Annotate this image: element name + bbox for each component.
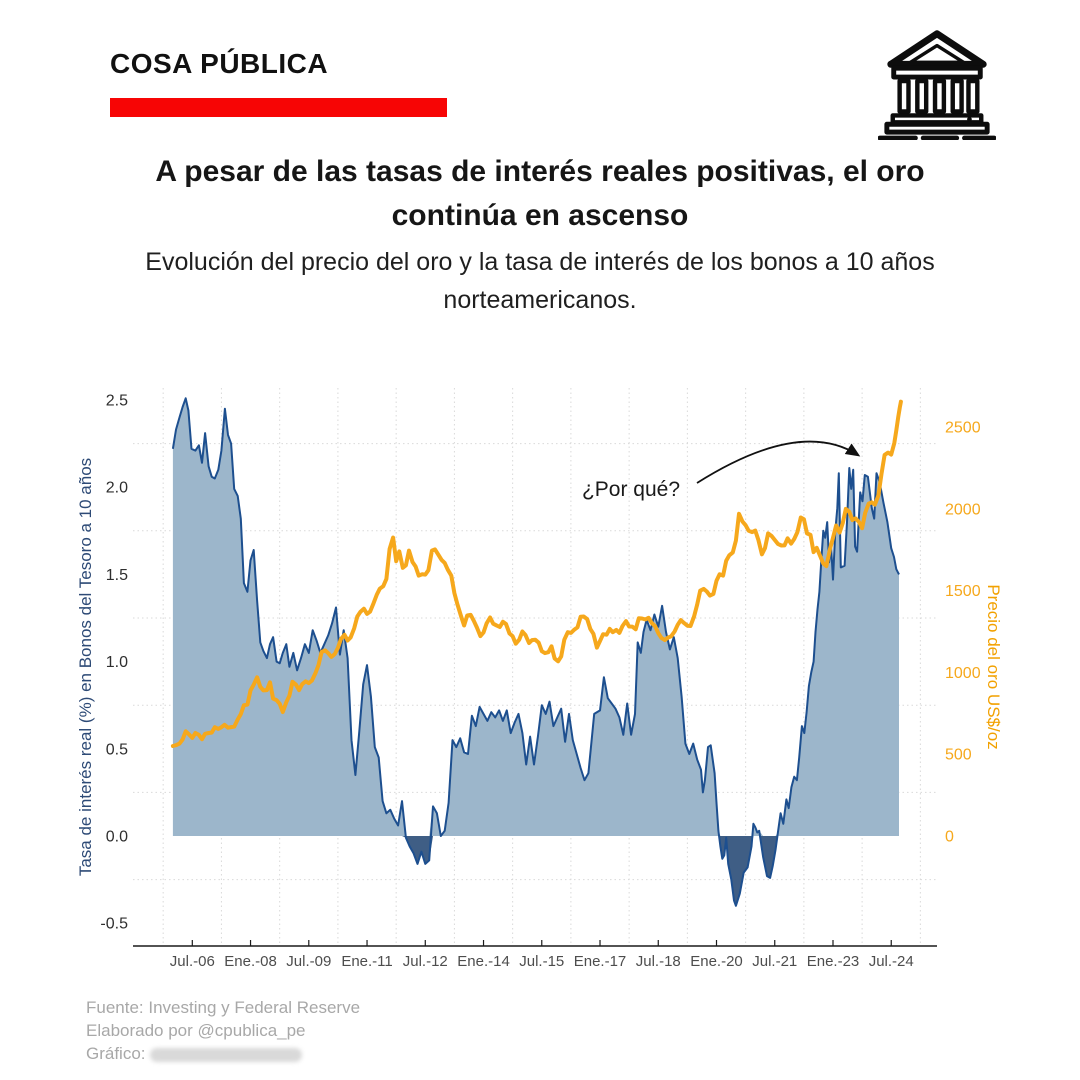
left-axis-tick-label: 0.5 <box>106 741 128 758</box>
real-rate-area-negative <box>172 836 899 906</box>
right-axis-title: Precio del oro US$/oz <box>984 584 1003 749</box>
left-axis-tick-label: 2.5 <box>106 393 128 410</box>
page-subtitle-line2: norteamericanos. <box>443 286 637 314</box>
header: COSA PÚBLICA <box>110 48 447 117</box>
page-subtitle-line1: Evolución del precio del oro y la tasa d… <box>145 248 935 276</box>
bank-building-icon <box>878 30 996 140</box>
rate-area-series <box>172 398 899 906</box>
right-axis-tick-label: 2500 <box>945 420 981 437</box>
x-tick-label: Ene.-08 <box>224 953 277 970</box>
gold-price-line <box>170 399 903 748</box>
line-series <box>170 397 903 907</box>
brand-name: COSA PÚBLICA <box>110 48 329 79</box>
left-axis-tick-label: 1.0 <box>106 654 128 671</box>
footer-credit-label: Gráfico: <box>86 1044 146 1063</box>
x-tick-label: Jul.-12 <box>403 953 448 970</box>
x-tick-label: Jul.-18 <box>636 953 681 970</box>
right-axis-tick-label: 1000 <box>945 665 981 682</box>
x-tick-label: Ene.-14 <box>457 953 510 970</box>
real-rate-area-positive <box>172 398 899 836</box>
annotation-arrow <box>696 440 861 484</box>
left-axis-tick-label: 0.0 <box>106 829 128 846</box>
left-axis-tick-label: 1.5 <box>106 567 128 584</box>
brand-accent-bar <box>110 98 447 117</box>
x-tick-label: Jul.-21 <box>752 953 797 970</box>
left-axis-tick-label: -0.5 <box>100 916 128 933</box>
axes: Jul.-06 Ene.-08 Jul.-09 Ene.-11 Jul.-12 Ene.-… <box>100 393 980 971</box>
footer: Fuente: Investing y Federal Reserve Elab… <box>86 996 360 1065</box>
page-title: A pesar de las tasas de interés reales p… <box>0 150 1080 238</box>
left-axis-title: Tasa de interés real (%) en Bonos del Te… <box>76 458 95 876</box>
page-title-line1: A pesar de las tasas de interés reales p… <box>155 155 925 188</box>
footer-credit: Gráfico: <box>86 1042 360 1065</box>
x-tick-label: Ene.-20 <box>690 953 743 970</box>
x-tick-label: Jul.-06 <box>170 953 215 970</box>
footer-author: Elaborado por @cpublica_pe <box>86 1021 306 1040</box>
left-axis-tick-label: 2.0 <box>106 480 128 497</box>
x-tick-label: Jul.-15 <box>519 953 564 970</box>
right-axis-tick-label: 2000 <box>945 501 981 518</box>
page-title-line2: continúa en ascenso <box>391 199 689 232</box>
x-tick-label: Ene.-23 <box>807 953 860 970</box>
page-subtitle: Evolución del precio del oro y la tasa d… <box>0 243 1080 319</box>
right-axis-tick-label: 500 <box>945 747 972 764</box>
x-tick-label: Ene.-17 <box>574 953 627 970</box>
x-tick-label: Ene.-11 <box>341 953 392 970</box>
footer-source: Fuente: Investing y Federal Reserve <box>86 998 361 1017</box>
annotation-text: ¿Por qué? <box>582 478 680 501</box>
x-tick-label: Jul.-09 <box>286 953 331 970</box>
real-rate-line <box>171 397 900 907</box>
right-axis-tick-label: 0 <box>945 829 954 846</box>
right-axis-tick-label: 1500 <box>945 583 981 600</box>
redacted-author-name <box>149 1047 302 1062</box>
x-tick-label: Jul.-24 <box>869 953 914 970</box>
